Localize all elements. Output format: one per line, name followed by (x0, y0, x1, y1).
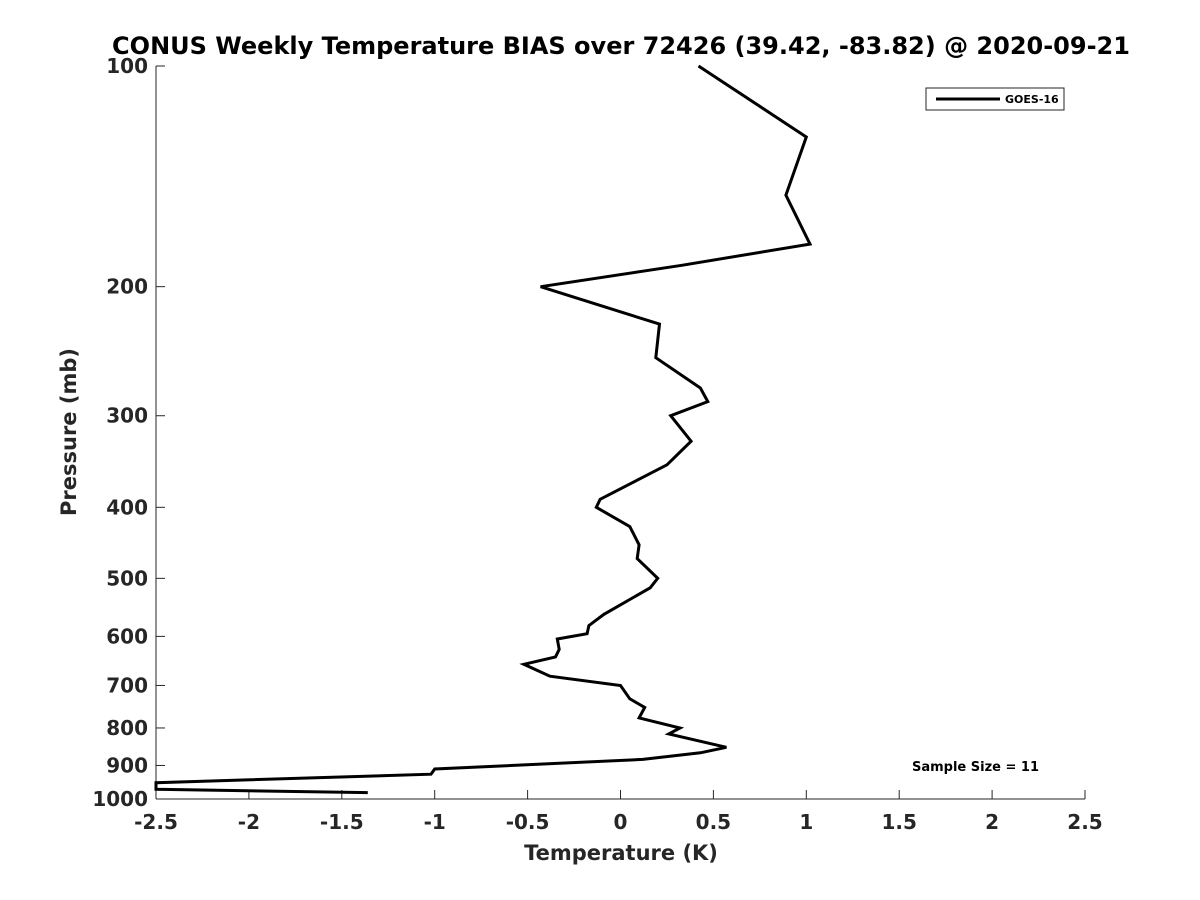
y-tick-label: 1000 (92, 787, 148, 811)
y-tick-label: 900 (106, 753, 148, 777)
y-tick-label: 600 (106, 624, 148, 648)
series-line-goes-16 (154, 64, 813, 795)
x-axis-label: Temperature (K) (524, 841, 718, 865)
x-tick-label: -0.5 (506, 810, 550, 834)
sample-size-annotation: Sample Size = 11 (912, 760, 1039, 775)
x-tick-label: 1.5 (881, 810, 916, 834)
chart-title: CONUS Weekly Temperature BIAS over 72426… (112, 32, 1130, 60)
legend: GOES-16 (925, 87, 1065, 111)
y-tick-label: 800 (106, 716, 148, 740)
y-tick-label: 200 (106, 275, 148, 299)
x-tick-label: -2.5 (134, 810, 178, 834)
x-tick-label: 1 (799, 810, 813, 834)
x-tick-label: -2 (238, 810, 260, 834)
y-axis-label: Pressure (mb) (57, 348, 81, 516)
series-layer (154, 64, 813, 795)
x-tick-label: -1 (424, 810, 446, 834)
y-tick-label: 700 (106, 673, 148, 697)
legend-label-goes-16: GOES-16 (1005, 93, 1059, 106)
y-tick-label: 300 (106, 404, 148, 428)
x-tick-label: 0 (614, 810, 628, 834)
x-tick-label: 2.5 (1067, 810, 1102, 834)
y-tick-label: 400 (106, 495, 148, 519)
y-tick-label: 100 (106, 54, 148, 78)
y-ticks: 100 200 300 400 500 600 700 800 900 1000 (92, 54, 165, 811)
x-tick-label: 0.5 (696, 810, 731, 834)
x-tick-label: -1.5 (320, 810, 364, 834)
y-tick-label: 500 (106, 566, 148, 590)
x-ticks: -2.5 -2 -1.5 -1 -0.5 0 0.5 1 1.5 2 2.5 (134, 790, 1103, 834)
x-tick-label: 2 (985, 810, 999, 834)
